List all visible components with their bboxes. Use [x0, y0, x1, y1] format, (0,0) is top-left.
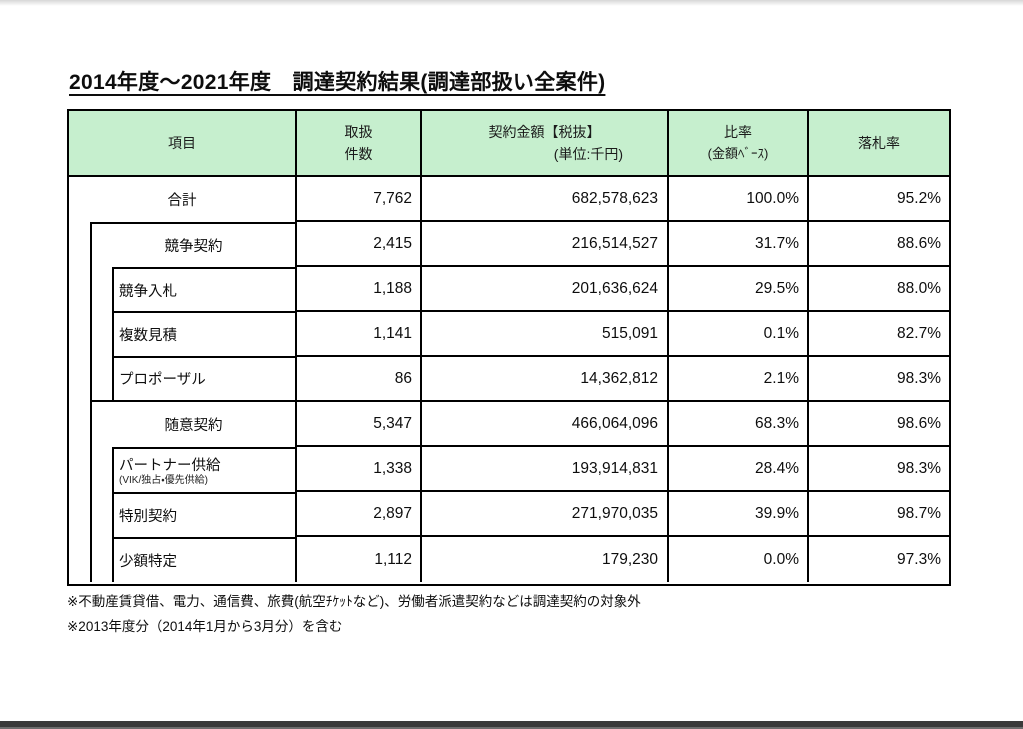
cell-special-contract-count: 2,897: [295, 492, 420, 537]
cell-total-count: 7,762: [295, 177, 420, 222]
numeric-grid: 7,762 682,578,623 100.0% 95.2% 2,415 216…: [295, 177, 949, 582]
header-amount-line2: (単位:千円): [553, 146, 623, 162]
row-label-special-contract: 特別契約: [114, 494, 295, 539]
header-count-line2: 件数: [344, 146, 373, 162]
cell-competitive-contract-count: 2,415: [295, 222, 420, 267]
cell-small-amount-amount: 179,230: [420, 537, 667, 582]
cell-special-contract-amount: 271,970,035: [420, 492, 667, 537]
row-label-small-amount: 少額特定: [114, 539, 295, 582]
header-rate: 落札率: [807, 111, 949, 175]
header-ratio-line2: (金額ﾍﾞｰｽ): [707, 145, 769, 161]
multiple-quotes-label: 複数見積: [119, 327, 177, 344]
table-body: 合計 競争契約 競争入札 複数見積 プロポーザル 随意契約: [69, 177, 949, 582]
cell-proposal-ratio: 2.1%: [667, 357, 807, 402]
cell-partner-supply-amount: 193,914,831: [420, 447, 667, 492]
cell-negotiated-contract-rate: 98.6%: [807, 402, 949, 447]
page-top-shadow: [0, 0, 1023, 6]
cell-competitive-contract-rate: 88.6%: [807, 222, 949, 267]
cell-competitive-bid-rate: 88.0%: [807, 267, 949, 312]
header-rate-label: 落札率: [858, 134, 900, 151]
cell-proposal-amount: 14,362,812: [420, 357, 667, 402]
footnote-exclusions: ※不動産賃貸借、電力、通信費、旅費(航空ﾁｹｯﾄなど)、労働者派遣契約などは調達…: [67, 594, 641, 609]
header-count-line1: 取扱: [344, 123, 373, 140]
cell-partner-supply-ratio: 28.4%: [667, 447, 807, 492]
negotiated-contract-group-box: 随意契約 パートナー供給 (VIK/独占・優先供給) 特別契約 少額特定: [90, 402, 295, 582]
cell-competitive-bid-count: 1,188: [295, 267, 420, 312]
competitive-contract-group-box: 競争契約 競争入札 複数見積 プロポーザル: [90, 222, 295, 402]
document-title: 2014年度～2021年度 調達契約結果(調達部扱い全案件): [69, 71, 606, 94]
cell-partner-supply-rate: 98.3%: [807, 447, 949, 492]
header-amount-line1: 契約金額【税抜】: [488, 123, 601, 140]
row-label-total: 合計: [167, 193, 197, 209]
header-item-label: 項目: [168, 134, 196, 151]
cell-small-amount-ratio: 0.0%: [667, 537, 807, 582]
page-bottom-edge: [0, 721, 1023, 729]
cell-multiple-quotes-count: 1,141: [295, 312, 420, 357]
cell-negotiated-contract-count: 5,347: [295, 402, 420, 447]
footnotes: ※不動産賃貸借、電力、通信費、旅費(航空ﾁｹｯﾄなど)、労働者派遣契約などは調達…: [67, 590, 641, 640]
row-label-negotiated-contract: 随意契約: [164, 418, 223, 434]
cell-proposal-count: 86: [295, 357, 420, 402]
partner-supply-sublabel: (VIK/独占・優先供給): [119, 474, 208, 486]
small-amount-label: 少額特定: [119, 554, 177, 570]
cell-special-contract-rate: 98.7%: [807, 492, 949, 537]
row-label-proposal: プロポーザル: [114, 358, 295, 400]
cell-total-ratio: 100.0%: [667, 177, 807, 222]
row-label-competitive-bid: 競争入札: [114, 269, 295, 314]
header-ratio: 比率 (金額ﾍﾞｰｽ): [667, 111, 807, 175]
cell-competitive-bid-ratio: 29.5%: [667, 267, 807, 312]
cell-multiple-quotes-rate: 82.7%: [807, 312, 949, 357]
competitive-contract-sub-box: 競争入札 複数見積 プロポーザル: [112, 267, 295, 400]
cell-total-rate: 95.2%: [807, 177, 949, 222]
header-count: 取扱 件数: [295, 111, 420, 175]
competitive-bid-label: 競争入札: [119, 283, 177, 300]
cell-competitive-contract-amount: 216,514,527: [420, 222, 667, 267]
special-contract-label: 特別契約: [119, 509, 177, 525]
cell-partner-supply-count: 1,338: [295, 447, 420, 492]
partner-supply-label: パートナー供給: [119, 457, 221, 474]
cell-negotiated-contract-amount: 466,064,096: [420, 402, 667, 447]
cell-small-amount-count: 1,112: [295, 537, 420, 582]
item-column: 合計 競争契約 競争入札 複数見積 プロポーザル 随意契約: [69, 177, 295, 582]
procurement-results-table: 項目 取扱 件数 契約金額【税抜】 (単位:千円) 比率 (金額ﾍﾞｰｽ) 落札…: [67, 109, 951, 586]
proposal-label: プロポーザル: [119, 372, 206, 389]
cell-competitive-contract-ratio: 31.7%: [667, 222, 807, 267]
header-item: 項目: [69, 111, 295, 175]
row-label-multiple-quotes: 複数見積: [114, 313, 295, 358]
cell-special-contract-ratio: 39.9%: [667, 492, 807, 537]
cell-competitive-bid-amount: 201,636,624: [420, 267, 667, 312]
header-amount: 契約金額【税抜】 (単位:千円): [420, 111, 667, 175]
cell-multiple-quotes-ratio: 0.1%: [667, 312, 807, 357]
table-header-row: 項目 取扱 件数 契約金額【税抜】 (単位:千円) 比率 (金額ﾍﾞｰｽ) 落札…: [69, 111, 949, 177]
cell-total-amount: 682,578,623: [420, 177, 667, 222]
cell-negotiated-contract-ratio: 68.3%: [667, 402, 807, 447]
cell-multiple-quotes-amount: 515,091: [420, 312, 667, 357]
cell-proposal-rate: 98.3%: [807, 357, 949, 402]
row-label-competitive-contract: 競争契約: [164, 239, 223, 255]
footnote-fy2013: ※2013年度分（2014年1月から3月分）を含む: [67, 618, 343, 634]
cell-small-amount-rate: 97.3%: [807, 537, 949, 582]
header-ratio-line1: 比率: [724, 124, 752, 141]
row-label-partner-supply: パートナー供給 (VIK/独占・優先供給): [114, 449, 295, 494]
negotiated-contract-sub-box: パートナー供給 (VIK/独占・優先供給) 特別契約 少額特定: [112, 447, 295, 582]
